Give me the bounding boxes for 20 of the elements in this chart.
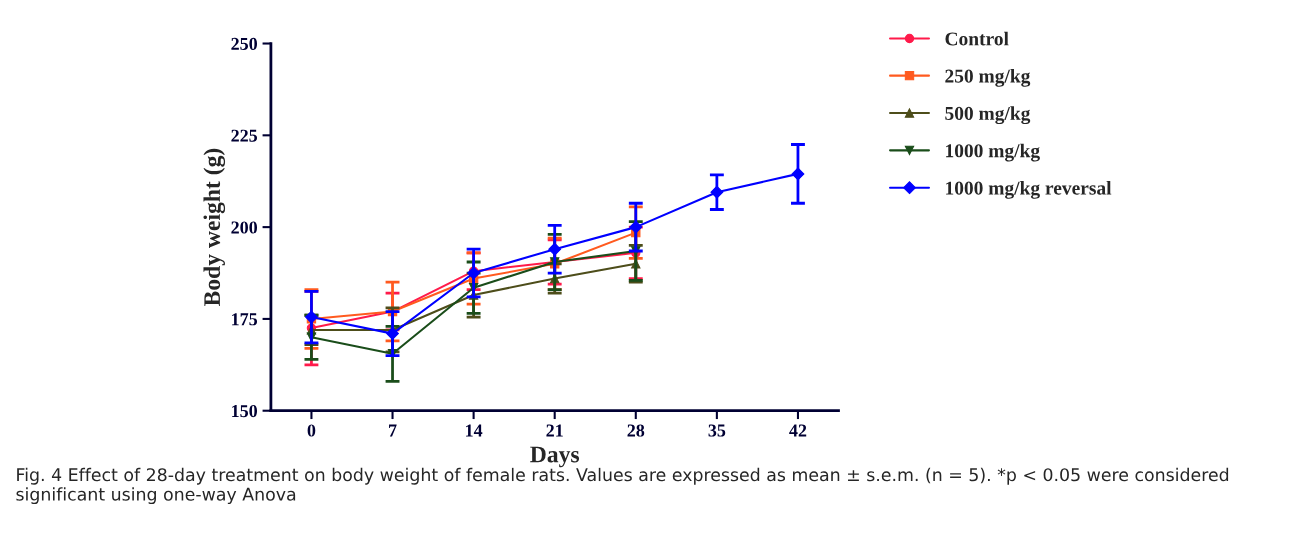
legend-label: 500 mg/kg xyxy=(945,106,1031,125)
y-axis-title: Body weight (g) xyxy=(203,148,226,307)
x-tick-label: 21 xyxy=(546,424,563,437)
caption: Fig. 4 Effect of 28-day treatment on body weight of female rats. Values are expressed as mean ± s.e.m. (n = 5). *p < 0.05 were considered significant using one-way Anova xyxy=(16,467,1229,505)
x-axis-title: Days xyxy=(530,446,580,468)
legend-label: 250 mg/kg xyxy=(945,68,1031,87)
y-tick-label: 175 xyxy=(232,313,258,326)
x-tick-label: 14 xyxy=(466,424,483,437)
y-tick-label: 225 xyxy=(231,129,258,142)
x-tick-label: 35 xyxy=(708,424,726,437)
x-tick-label: 0 xyxy=(307,424,316,437)
legend-label: 1000 mg/kg reversal xyxy=(946,181,1112,199)
x-tick-label: 7 xyxy=(389,424,397,437)
legend-label: Control xyxy=(945,31,1009,46)
x-tick-label: 28 xyxy=(627,424,645,437)
legend-label: 1000 mg/kg xyxy=(946,143,1040,162)
x-tick-label: 42 xyxy=(789,424,807,437)
y-tick-label: 250 xyxy=(231,37,258,50)
y-tick-label: 200 xyxy=(231,221,258,234)
y-tick-label: 150 xyxy=(232,404,258,418)
